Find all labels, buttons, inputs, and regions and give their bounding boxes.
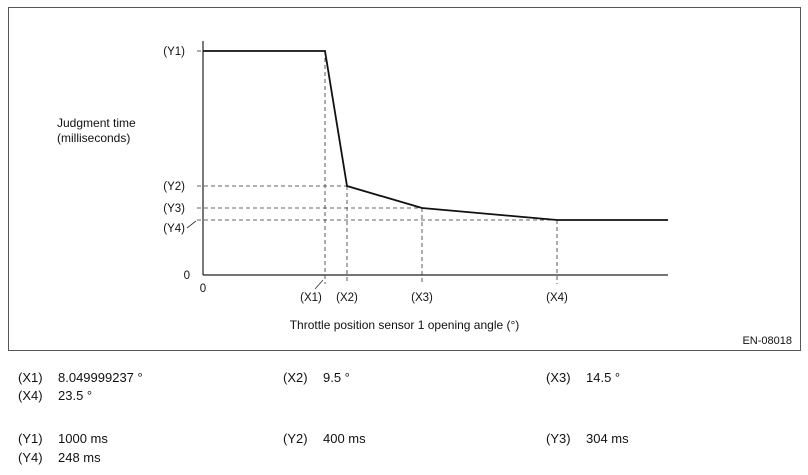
ref-item-x3: (X3) 14.5 °	[546, 370, 620, 386]
ref-item-y2: (Y2) 400 ms	[283, 431, 366, 447]
y-tick-label: (Y3)	[163, 203, 185, 215]
y-tick-label: (Y1)	[163, 46, 185, 58]
ref-value: 8.049999237 °	[58, 370, 143, 385]
ref-item-y1: (Y1) 1000 ms	[18, 431, 108, 447]
x-axis-label: Throttle position sensor 1 opening angle…	[289, 318, 520, 332]
y-tick-label: (Y4)	[163, 223, 185, 235]
ref-key: (Y4)	[18, 450, 43, 465]
ref-key: (X3)	[546, 370, 571, 385]
ref-value: 1000 ms	[58, 431, 108, 446]
x-tick-label: (X3)	[411, 292, 433, 304]
origin-y-label: 0	[184, 270, 190, 282]
ref-key: (X2)	[283, 370, 308, 385]
chart-svg: (X1) (X2) (X3) (X4) (Y1) (Y2) (Y3) (Y4) 00	[163, 41, 668, 304]
ref-item-y3: (Y3) 304 ms	[546, 431, 629, 447]
origin-x-label: 0	[200, 283, 206, 295]
y-axis-label-line-1: Judgment time	[57, 116, 136, 130]
ref-item-x4: (X4) 23.5 °	[18, 388, 92, 404]
ref-item-x2: (X2) 9.5 °	[283, 370, 350, 386]
y-tick-label: (Y2)	[163, 181, 185, 193]
ref-item-x1: (X1) 8.049999237 °	[18, 370, 143, 386]
figure-code: EN-08018	[742, 335, 792, 347]
ref-value: 304 ms	[586, 431, 629, 446]
ref-item-y4: (Y4) 248 ms	[18, 450, 101, 466]
y-axis-label-line-2: (milliseconds)	[57, 131, 131, 145]
series-line	[203, 50, 668, 221]
ref-value: 9.5 °	[323, 370, 350, 385]
ref-key: (Y1)	[18, 431, 43, 446]
x1-leader-line	[314, 279, 324, 290]
ref-key: (Y3)	[546, 431, 571, 446]
chart-frame: (X1) (X2) (X3) (X4) (Y1) (Y2) (Y3) (Y4) 0 0 Judgm…	[8, 7, 801, 351]
ref-key: (Y2)	[283, 431, 308, 446]
ref-key: (X1)	[18, 370, 43, 385]
ref-value: 400 ms	[323, 431, 366, 446]
x-tick-label: (X4)	[546, 292, 568, 304]
x-tick-label: (X1)	[300, 292, 322, 304]
ref-value: 23.5 °	[58, 388, 93, 403]
ref-value: 14.5 °	[586, 370, 621, 385]
y4-leader-line	[186, 220, 197, 229]
ref-value: 248 ms	[58, 450, 101, 465]
ref-key: (X4)	[18, 388, 43, 403]
x-tick-label: (X2)	[336, 292, 358, 304]
